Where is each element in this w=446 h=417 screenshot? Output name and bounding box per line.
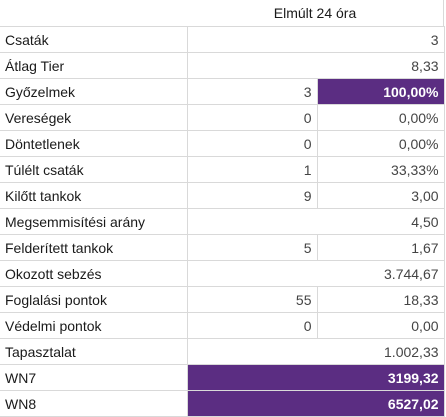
row-label[interactable]: Foglalási pontok bbox=[0, 286, 188, 313]
row-label[interactable]: Tapasztalat bbox=[0, 338, 188, 365]
row-value[interactable]: 33,33% bbox=[316, 156, 445, 183]
row-label[interactable]: WN7 bbox=[0, 364, 188, 391]
row-label[interactable]: Győzelmek bbox=[0, 78, 188, 105]
row-label[interactable]: Döntetlenek bbox=[0, 130, 188, 157]
table-row: Kilőtt tankok 9 3,00 bbox=[0, 182, 445, 209]
row-value[interactable]: 3.744,67 bbox=[186, 260, 445, 287]
row-value[interactable]: 3,00 bbox=[316, 182, 445, 209]
row-count[interactable]: 9 bbox=[186, 182, 318, 209]
table-row: Vereségek 0 0,00% bbox=[0, 104, 445, 131]
row-count[interactable]: 55 bbox=[186, 286, 318, 313]
row-value[interactable]: 0,00 bbox=[316, 312, 445, 339]
row-count[interactable]: 5 bbox=[186, 234, 318, 261]
table-row: WN7 3199,32 bbox=[0, 364, 445, 391]
row-label[interactable]: WN8 bbox=[0, 390, 188, 417]
row-count[interactable]: 3 bbox=[186, 78, 318, 105]
row-count[interactable]: 0 bbox=[186, 104, 318, 131]
table-row: Átlag Tier 8,33 bbox=[0, 52, 445, 79]
row-value[interactable]: 4,50 bbox=[186, 208, 445, 235]
row-label[interactable]: Védelmi pontok bbox=[0, 312, 188, 339]
stats-table: Csaták 3 Átlag Tier 8,33 Győzelmek 3 100,00% Ve… bbox=[0, 26, 445, 417]
row-value[interactable]: 1,67 bbox=[316, 234, 445, 261]
row-value[interactable]: 0,00% bbox=[316, 104, 445, 131]
table-row: Megsemmisítési arány 4,50 bbox=[0, 208, 445, 235]
row-count[interactable]: 1 bbox=[186, 156, 318, 183]
row-count[interactable]: 0 bbox=[186, 312, 318, 339]
row-value[interactable]: 8,33 bbox=[186, 52, 445, 79]
table-row: Túlélt csaták 1 33,33% bbox=[0, 156, 445, 183]
table-row: Döntetlenek 0 0,00% bbox=[0, 130, 445, 157]
row-label[interactable]: Túlélt csaták bbox=[0, 156, 188, 183]
row-label[interactable]: Átlag Tier bbox=[0, 52, 188, 79]
row-value[interactable]: 0,00% bbox=[316, 130, 445, 157]
row-label[interactable]: Vereségek bbox=[0, 104, 188, 131]
table-row: Győzelmek 3 100,00% bbox=[0, 78, 445, 105]
row-label[interactable]: Megsemmisítési arány bbox=[0, 208, 188, 235]
table-row: WN8 6527,02 bbox=[0, 390, 445, 417]
row-value[interactable]: 3199,32 bbox=[186, 364, 445, 391]
row-value[interactable]: 6527,02 bbox=[186, 390, 445, 417]
row-label[interactable]: Csaták bbox=[0, 26, 188, 53]
table-row: Okozott sebzés 3.744,67 bbox=[0, 260, 445, 287]
table-row: Védelmi pontok 0 0,00 bbox=[0, 312, 445, 339]
header-row: Elmúlt 24 óra bbox=[0, 0, 446, 26]
table-row: Foglalási pontok 55 18,33 bbox=[0, 286, 445, 313]
row-value[interactable]: 1.002,33 bbox=[186, 338, 445, 365]
row-value[interactable]: 18,33 bbox=[316, 286, 445, 313]
row-count[interactable]: 0 bbox=[186, 130, 318, 157]
row-label[interactable]: Kilőtt tankok bbox=[0, 182, 188, 209]
row-value[interactable]: 100,00% bbox=[316, 78, 445, 105]
row-value[interactable]: 3 bbox=[186, 26, 445, 53]
table-row: Felderített tankok 5 1,67 bbox=[0, 234, 445, 261]
row-label[interactable]: Felderített tankok bbox=[0, 234, 188, 261]
table-row: Tapasztalat 1.002,33 bbox=[0, 338, 445, 365]
table-row: Csaták 3 bbox=[0, 26, 445, 53]
period-header[interactable]: Elmúlt 24 óra bbox=[187, 0, 444, 26]
row-label[interactable]: Okozott sebzés bbox=[0, 260, 188, 287]
